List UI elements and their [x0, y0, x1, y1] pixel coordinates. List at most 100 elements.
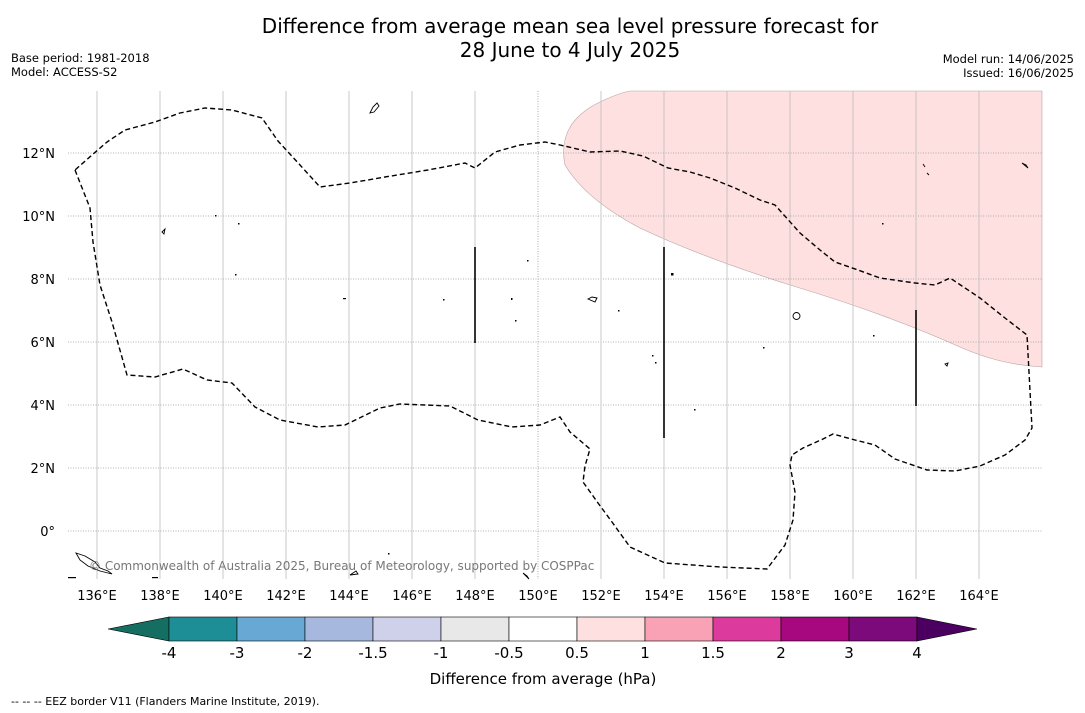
colorbar-cell — [372, 616, 442, 642]
title-line-1: Difference from average mean sea level p… — [261, 14, 879, 38]
island — [349, 570, 359, 576]
colorbar-tick-label: -4 — [162, 644, 177, 662]
colorbar-tick-label: 1 — [640, 644, 650, 662]
island — [388, 553, 390, 555]
copyright-text: © Commonwealth of Australia 2025, Bureau… — [89, 559, 594, 573]
island — [515, 320, 517, 322]
meta-right: Model run: 14/06/2025 Issued: 16/06/2025 — [943, 52, 1074, 80]
island — [527, 260, 529, 262]
colorbar-over-arrow — [916, 616, 978, 642]
lat-label: 4°N — [31, 399, 56, 414]
island — [522, 572, 530, 580]
colorbar-tick-label: 1.5 — [701, 644, 725, 662]
eez-border — [74, 107, 1033, 570]
colorbar-cell — [576, 616, 646, 642]
island — [343, 298, 346, 300]
island — [235, 274, 237, 276]
colorbar-cell — [644, 616, 714, 642]
lat-label: 2°N — [31, 462, 56, 477]
colorbar-tick-label: 4 — [912, 644, 922, 662]
lon-label: 164°E — [959, 589, 999, 604]
model-text: Model: ACCESS-S2 — [11, 65, 118, 79]
lat-label: 8°N — [31, 273, 56, 288]
map-panel: © Commonwealth of Australia 2025, Bureau… — [68, 90, 1043, 580]
islands — [75, 102, 1029, 580]
island — [882, 223, 884, 225]
island — [443, 299, 445, 301]
colorbar-cell — [712, 616, 782, 642]
issued-text: Issued: 16/06/2025 — [963, 66, 1074, 80]
lat-label: 12°N — [22, 147, 55, 162]
colorbar-tick-label: 3 — [844, 644, 854, 662]
colorbar-tick-label: -1.5 — [358, 644, 387, 662]
island — [1021, 162, 1029, 169]
island — [763, 347, 765, 349]
colorbar-tick-label: 2 — [776, 644, 786, 662]
lon-label: 156°E — [707, 589, 747, 604]
model-run-text: Model run: 14/06/2025 — [942, 52, 1074, 66]
lon-label: 148°E — [455, 589, 495, 604]
island-dots — [68, 215, 884, 579]
title-line-2: 28 June to 4 July 2025 — [459, 38, 681, 62]
island — [152, 577, 158, 579]
colorbar-cell — [168, 616, 238, 642]
colorbar-under-arrow — [107, 616, 170, 642]
island — [75, 552, 113, 575]
lon-label: 152°E — [581, 589, 621, 604]
colorbar-tick-label: -2 — [298, 644, 313, 662]
base-period-text: Base period: 1981-2018 — [11, 51, 150, 65]
colorbar-cell — [780, 616, 850, 642]
meta-left: Base period: 1981-2018 Model: ACCESS-S2 — [11, 51, 150, 79]
colorbar-tick-label: -0.5 — [494, 644, 523, 662]
pressure-anomaly-region — [563, 90, 1043, 368]
island — [238, 223, 240, 225]
island — [618, 310, 620, 312]
island — [944, 362, 949, 367]
colorbar-cell — [848, 616, 918, 642]
island — [792, 312, 801, 320]
island — [922, 163, 930, 176]
lat-labels: 12°N 10°N 8°N 6°N 4°N 2°N 0° — [22, 147, 55, 540]
lon-label: 158°E — [770, 589, 810, 604]
island — [369, 102, 380, 114]
lon-label: 138°E — [140, 589, 180, 604]
lon-label: 160°E — [833, 589, 873, 604]
lon-label: 144°E — [329, 589, 369, 604]
island — [586, 296, 598, 303]
island — [161, 227, 166, 235]
island — [652, 355, 654, 357]
lat-label: 0° — [40, 525, 55, 540]
lon-labels: 136°E 138°E 140°E 142°E 144°E 146°E 148°… — [77, 589, 999, 604]
colorbar: -4 -3 -2 -1.5 -1 -0.5 0.5 1 1.5 2 3 4 Difference fr… — [107, 616, 978, 688]
colorbar-ticks: -4 -3 -2 -1.5 -1 -0.5 0.5 1 1.5 2 3 4 — [162, 644, 922, 662]
lon-label: 154°E — [644, 589, 684, 604]
colorbar-label: Difference from average (hPa) — [430, 670, 657, 688]
colorbar-tick-label: -1 — [434, 644, 449, 662]
colorbar-tick-label: -3 — [230, 644, 245, 662]
island — [873, 335, 875, 337]
lat-label: 10°N — [22, 210, 55, 225]
colorbar-cell — [440, 616, 510, 642]
colorbar-cells — [168, 616, 918, 642]
colorbar-cell — [236, 616, 306, 642]
lat-label: 6°N — [31, 336, 56, 351]
lon-label: 162°E — [896, 589, 936, 604]
colorbar-cell — [304, 616, 374, 642]
lon-label: 146°E — [392, 589, 432, 604]
island — [694, 409, 696, 411]
island — [511, 298, 513, 300]
island — [68, 577, 76, 579]
lon-label: 136°E — [77, 589, 117, 604]
colorbar-cell — [508, 616, 578, 642]
island — [671, 273, 674, 276]
boundary-lines — [474, 247, 917, 438]
lon-label: 140°E — [203, 589, 243, 604]
island — [215, 215, 217, 217]
lon-label: 142°E — [266, 589, 306, 604]
footer-note: -- -- -- EEZ border V11 (Flanders Marine… — [11, 695, 320, 708]
colorbar-tick-label: 0.5 — [565, 644, 589, 662]
lon-label: 150°E — [518, 589, 558, 604]
island — [655, 362, 657, 364]
map-title: Difference from average mean sea level p… — [0, 14, 1085, 62]
